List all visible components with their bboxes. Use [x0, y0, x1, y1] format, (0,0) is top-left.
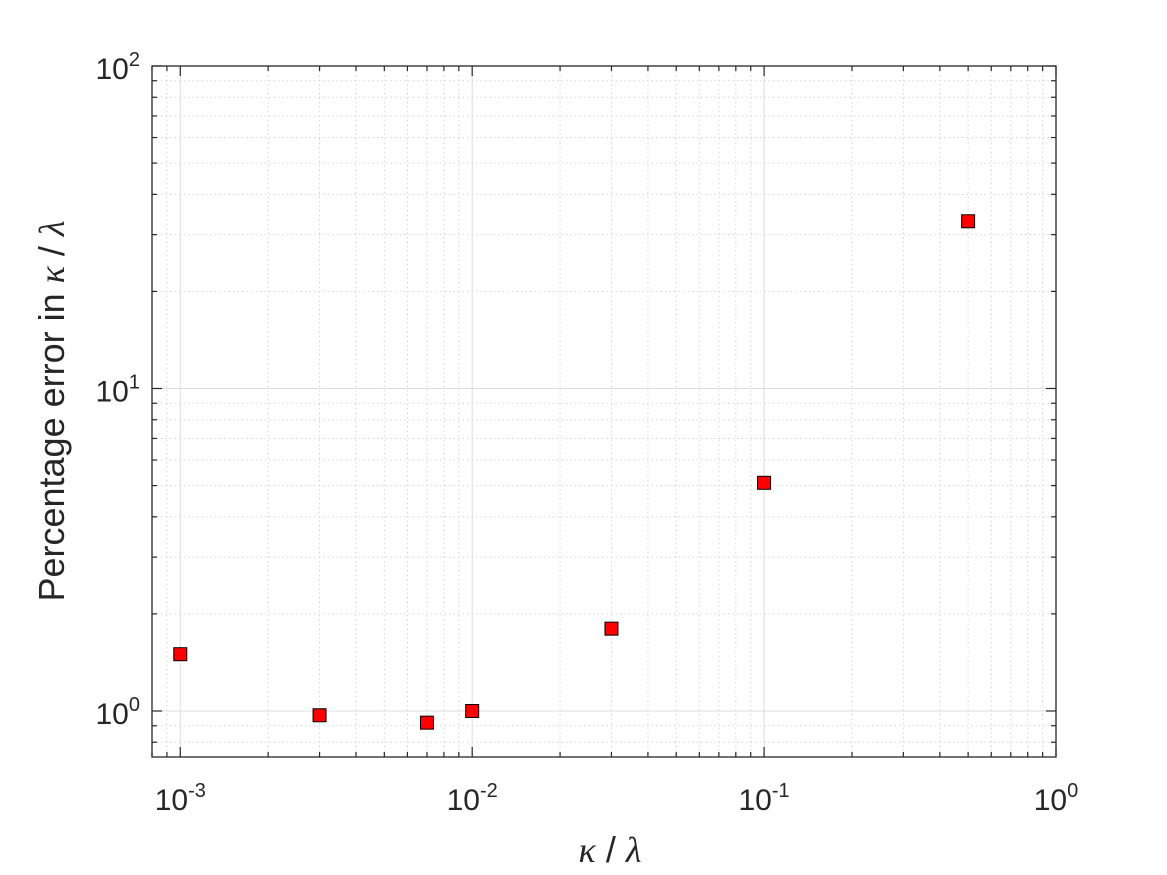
grid — [151, 65, 1057, 757]
x-axis-label: κ / λ — [579, 829, 642, 870]
data-point — [604, 621, 619, 636]
y-axis-label: Percentage error in κ / λ — [31, 220, 72, 601]
x-tick-label: 10-2 — [447, 780, 498, 817]
data-point — [757, 475, 772, 490]
ticks — [151, 65, 1057, 757]
y-tick-label: 100 — [96, 694, 141, 731]
x-tick-label: 100 — [1034, 780, 1079, 817]
axes-box — [151, 65, 1057, 758]
data-point — [465, 703, 480, 718]
x-tick-label: 10-3 — [155, 780, 206, 817]
data-points — [173, 214, 976, 730]
y-tick-label: 102 — [96, 49, 141, 86]
tick-labels: 10-3 10-2 10-1 100 100 101 102 — [96, 49, 1079, 817]
data-point — [173, 647, 188, 662]
data-point — [419, 715, 434, 730]
data-point — [312, 708, 327, 723]
data-point — [961, 214, 976, 229]
y-tick-label: 101 — [96, 371, 141, 408]
x-tick-label: 10-1 — [739, 780, 790, 817]
